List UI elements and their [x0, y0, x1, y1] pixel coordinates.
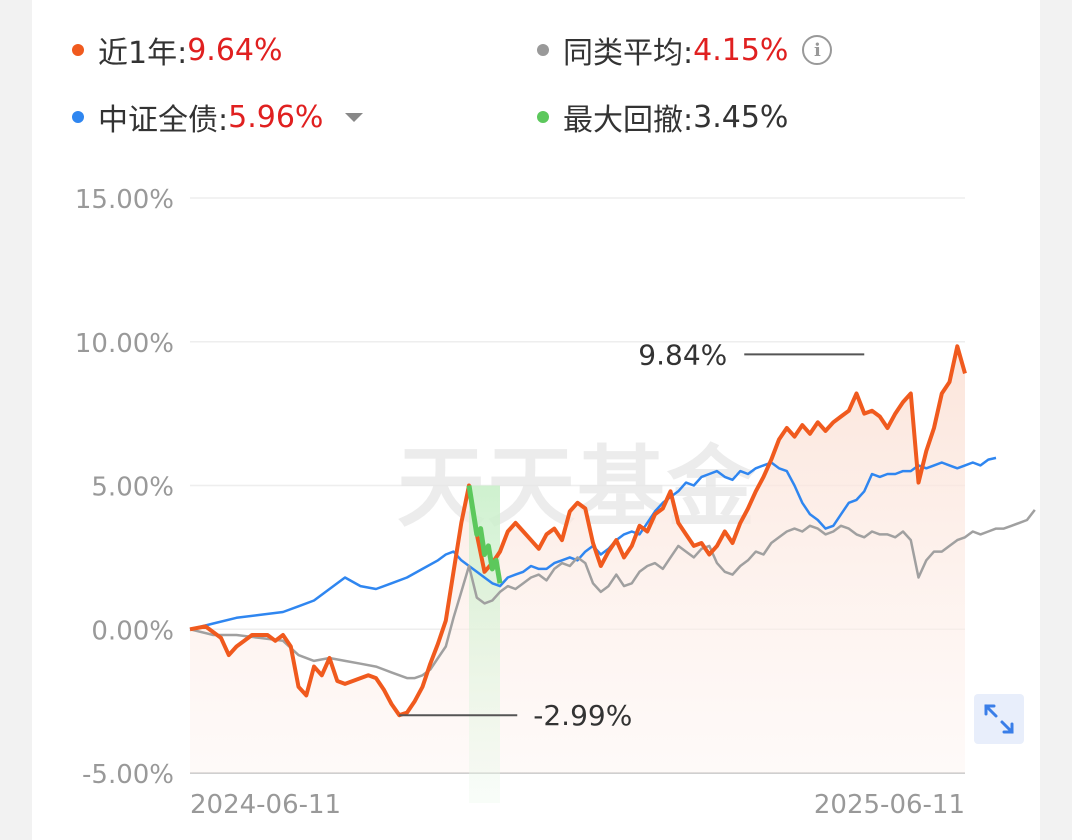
legend-fund[interactable]: 近1年: 9.64%	[72, 30, 283, 71]
legend-fund-value: 9.64%	[187, 32, 283, 68]
legend-drawdown-label: 最大回撤:	[563, 103, 694, 138]
info-icon[interactable]: i	[802, 35, 833, 65]
legend-drawdown-value: 3.45%	[693, 99, 789, 135]
caret-down-icon[interactable]	[345, 112, 364, 122]
legend-index-label: 中证全债:	[98, 103, 229, 138]
drawdown-line	[466, 485, 503, 584]
legend-fund-label: 近1年:	[98, 36, 188, 71]
series-line-average	[189, 509, 1036, 680]
line-chart: 15.00% 10.00% 5.00% 0.00% -5.00% 2024-06-11 20…	[75, 185, 1036, 820]
expand-button[interactable]	[974, 694, 1024, 744]
max-annotation-label: 9.84%	[638, 338, 727, 371]
series-line-fund	[189, 344, 967, 718]
legend-index-value: 5.96%	[228, 99, 324, 135]
chart-card: 近1年: 9.64% 同类平均: 4.15% i 中证全债: 5.96% 最大回…	[32, 0, 1040, 840]
x-tick-label: 2024-06-11	[190, 790, 341, 820]
legend-fund-dot	[72, 44, 84, 56]
legend-average[interactable]: 同类平均: 4.15% i	[537, 30, 833, 71]
legend-average-label: 同类平均:	[563, 36, 694, 71]
min-annotation-label: -2.99%	[533, 699, 632, 732]
legend-drawdown-dot	[537, 111, 549, 123]
y-tick-label: 10.00%	[75, 329, 174, 359]
series-line-index	[189, 456, 997, 631]
y-tick-label: 0.00%	[91, 616, 174, 646]
legend-index[interactable]: 中证全债: 5.96%	[72, 97, 364, 138]
legend-index-dot	[72, 111, 84, 123]
legend-drawdown[interactable]: 最大回撤: 3.45%	[537, 97, 789, 138]
legend-average-value: 4.15%	[693, 32, 789, 68]
expand-icon	[984, 704, 1014, 734]
legend-average-dot	[537, 44, 549, 56]
y-tick-label: 5.00%	[91, 473, 174, 503]
y-tick-label: 15.00%	[75, 185, 174, 215]
y-tick-label: -5.00%	[82, 760, 174, 790]
drawdown-band	[469, 485, 500, 803]
x-tick-label: 2025-06-11	[814, 790, 965, 820]
